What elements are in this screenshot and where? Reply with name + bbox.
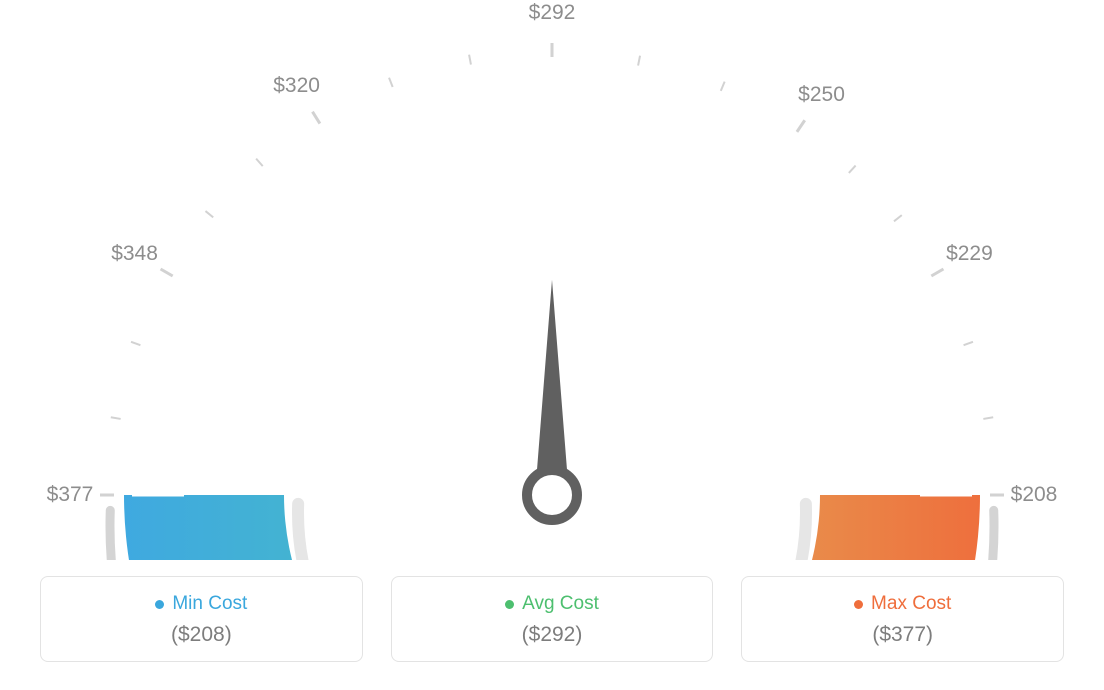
legend-card-avg: Avg Cost ($292) — [391, 576, 714, 662]
legend-title-avg: Avg Cost — [522, 593, 599, 615]
legend-title-max: Max Cost — [871, 593, 951, 615]
gauge-tick-label: $208 — [1011, 483, 1058, 507]
legend-value-max: ($377) — [752, 623, 1053, 647]
legend-card-max: Max Cost ($377) — [741, 576, 1064, 662]
legend-value-min: ($208) — [51, 623, 352, 647]
legend-card-min: Min Cost ($208) — [40, 576, 363, 662]
gauge-chart: $208 $229 $250 $292 $320 $348 $377 — [0, 0, 1104, 560]
gauge-tick-label: $377 — [47, 483, 94, 507]
legend-dot-min — [155, 600, 164, 609]
legend-value-avg: ($292) — [402, 623, 703, 647]
gauge-tick-label: $348 — [111, 242, 158, 266]
gauge-tick-label: $320 — [273, 74, 320, 98]
gauge-svg — [0, 0, 1104, 560]
legend-row: Min Cost ($208) Avg Cost ($292) Max Cost… — [40, 576, 1064, 662]
gauge-tick-label: $250 — [798, 83, 845, 107]
legend-dot-max — [854, 600, 863, 609]
gauge-tick-label: $292 — [529, 1, 576, 25]
gauge-tick-label: $229 — [946, 242, 993, 266]
legend-title-min: Min Cost — [172, 593, 247, 615]
legend-dot-avg — [505, 600, 514, 609]
